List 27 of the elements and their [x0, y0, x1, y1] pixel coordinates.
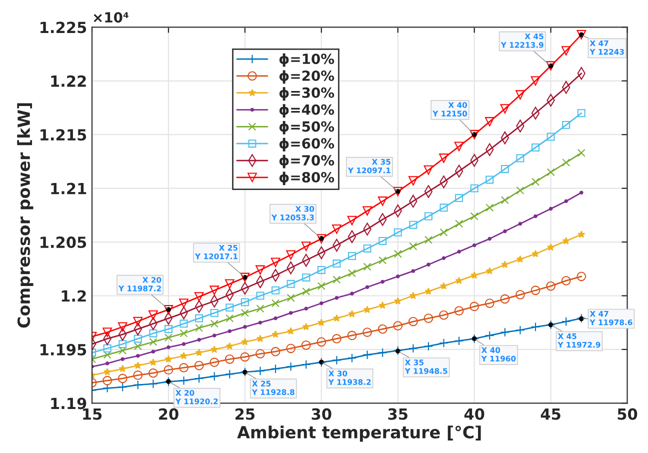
- legend-label: ϕ=10%: [279, 53, 334, 67]
- y-tick-label: 1.205: [40, 236, 86, 248]
- y-tick-label: 1.195: [40, 344, 86, 356]
- x-tick-label: 15: [83, 408, 102, 420]
- y-tick-label: 1.19: [51, 398, 86, 410]
- legend-label: ϕ=20%: [279, 70, 334, 84]
- y-tick-label: 1.2: [62, 290, 86, 302]
- y-tick-label: 1.21: [51, 182, 86, 194]
- legend-label: ϕ=80%: [279, 172, 334, 186]
- x-tick-label: 20: [159, 408, 178, 420]
- y-axis-title: Compressor power [kW]: [17, 103, 34, 328]
- text: ×10⁴: [94, 12, 128, 23]
- legend-label: ϕ=40%: [279, 104, 334, 118]
- legend-label: ϕ=60%: [279, 138, 334, 152]
- legend-label: ϕ=30%: [279, 87, 334, 101]
- x-tick-label: 30: [312, 408, 332, 420]
- y-tick-label: 1.225: [40, 22, 86, 34]
- legend-label: ϕ=50%: [279, 120, 334, 134]
- x-tick-label: 40: [464, 408, 484, 420]
- y-tick-label: 1.22: [51, 75, 86, 87]
- x-tick-label: 50: [618, 408, 638, 420]
- x-tick-label: 45: [540, 408, 560, 420]
- x-tick-label: 35: [388, 408, 408, 420]
- x-axis-title: Ambient temperature [°C]: [237, 426, 481, 442]
- legend-label: ϕ=70%: [279, 154, 334, 168]
- x-tick-label: 25: [236, 408, 255, 420]
- y-tick-label: 1.215: [40, 129, 86, 141]
